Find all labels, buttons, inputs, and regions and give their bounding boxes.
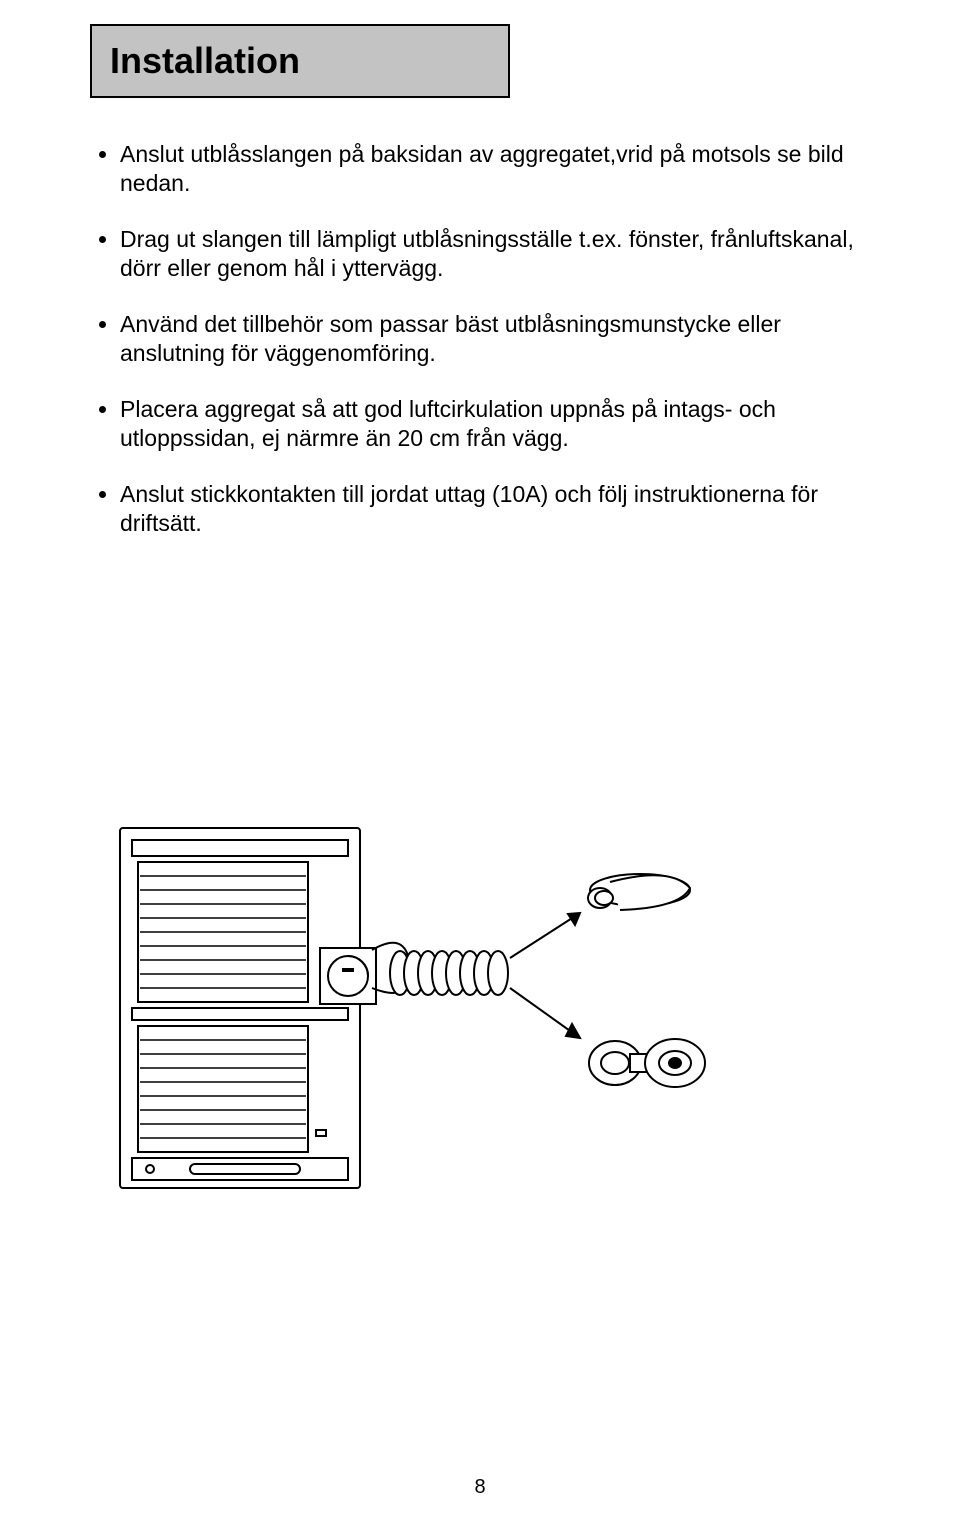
list-item: Använd det tillbehör som passar bäst utb… [120,310,870,369]
list-item: Anslut utblåsslangen på baksidan av aggr… [120,140,870,199]
diagram-svg [110,818,730,1218]
list-item: Placera aggregat så att god luftcirkulat… [120,395,870,454]
page-title: Installation [110,40,490,82]
list-item: Anslut stickkontakten till jordat uttag … [120,480,870,539]
list-item: Drag ut slangen till lämpligt utblåsning… [120,225,870,284]
page: Installation Anslut utblåsslangen på bak… [0,0,960,1519]
bullet-list: Anslut utblåsslangen på baksidan av aggr… [90,140,870,538]
installation-diagram [110,818,870,1218]
page-number: 8 [0,1476,960,1499]
title-box: Installation [90,24,510,98]
